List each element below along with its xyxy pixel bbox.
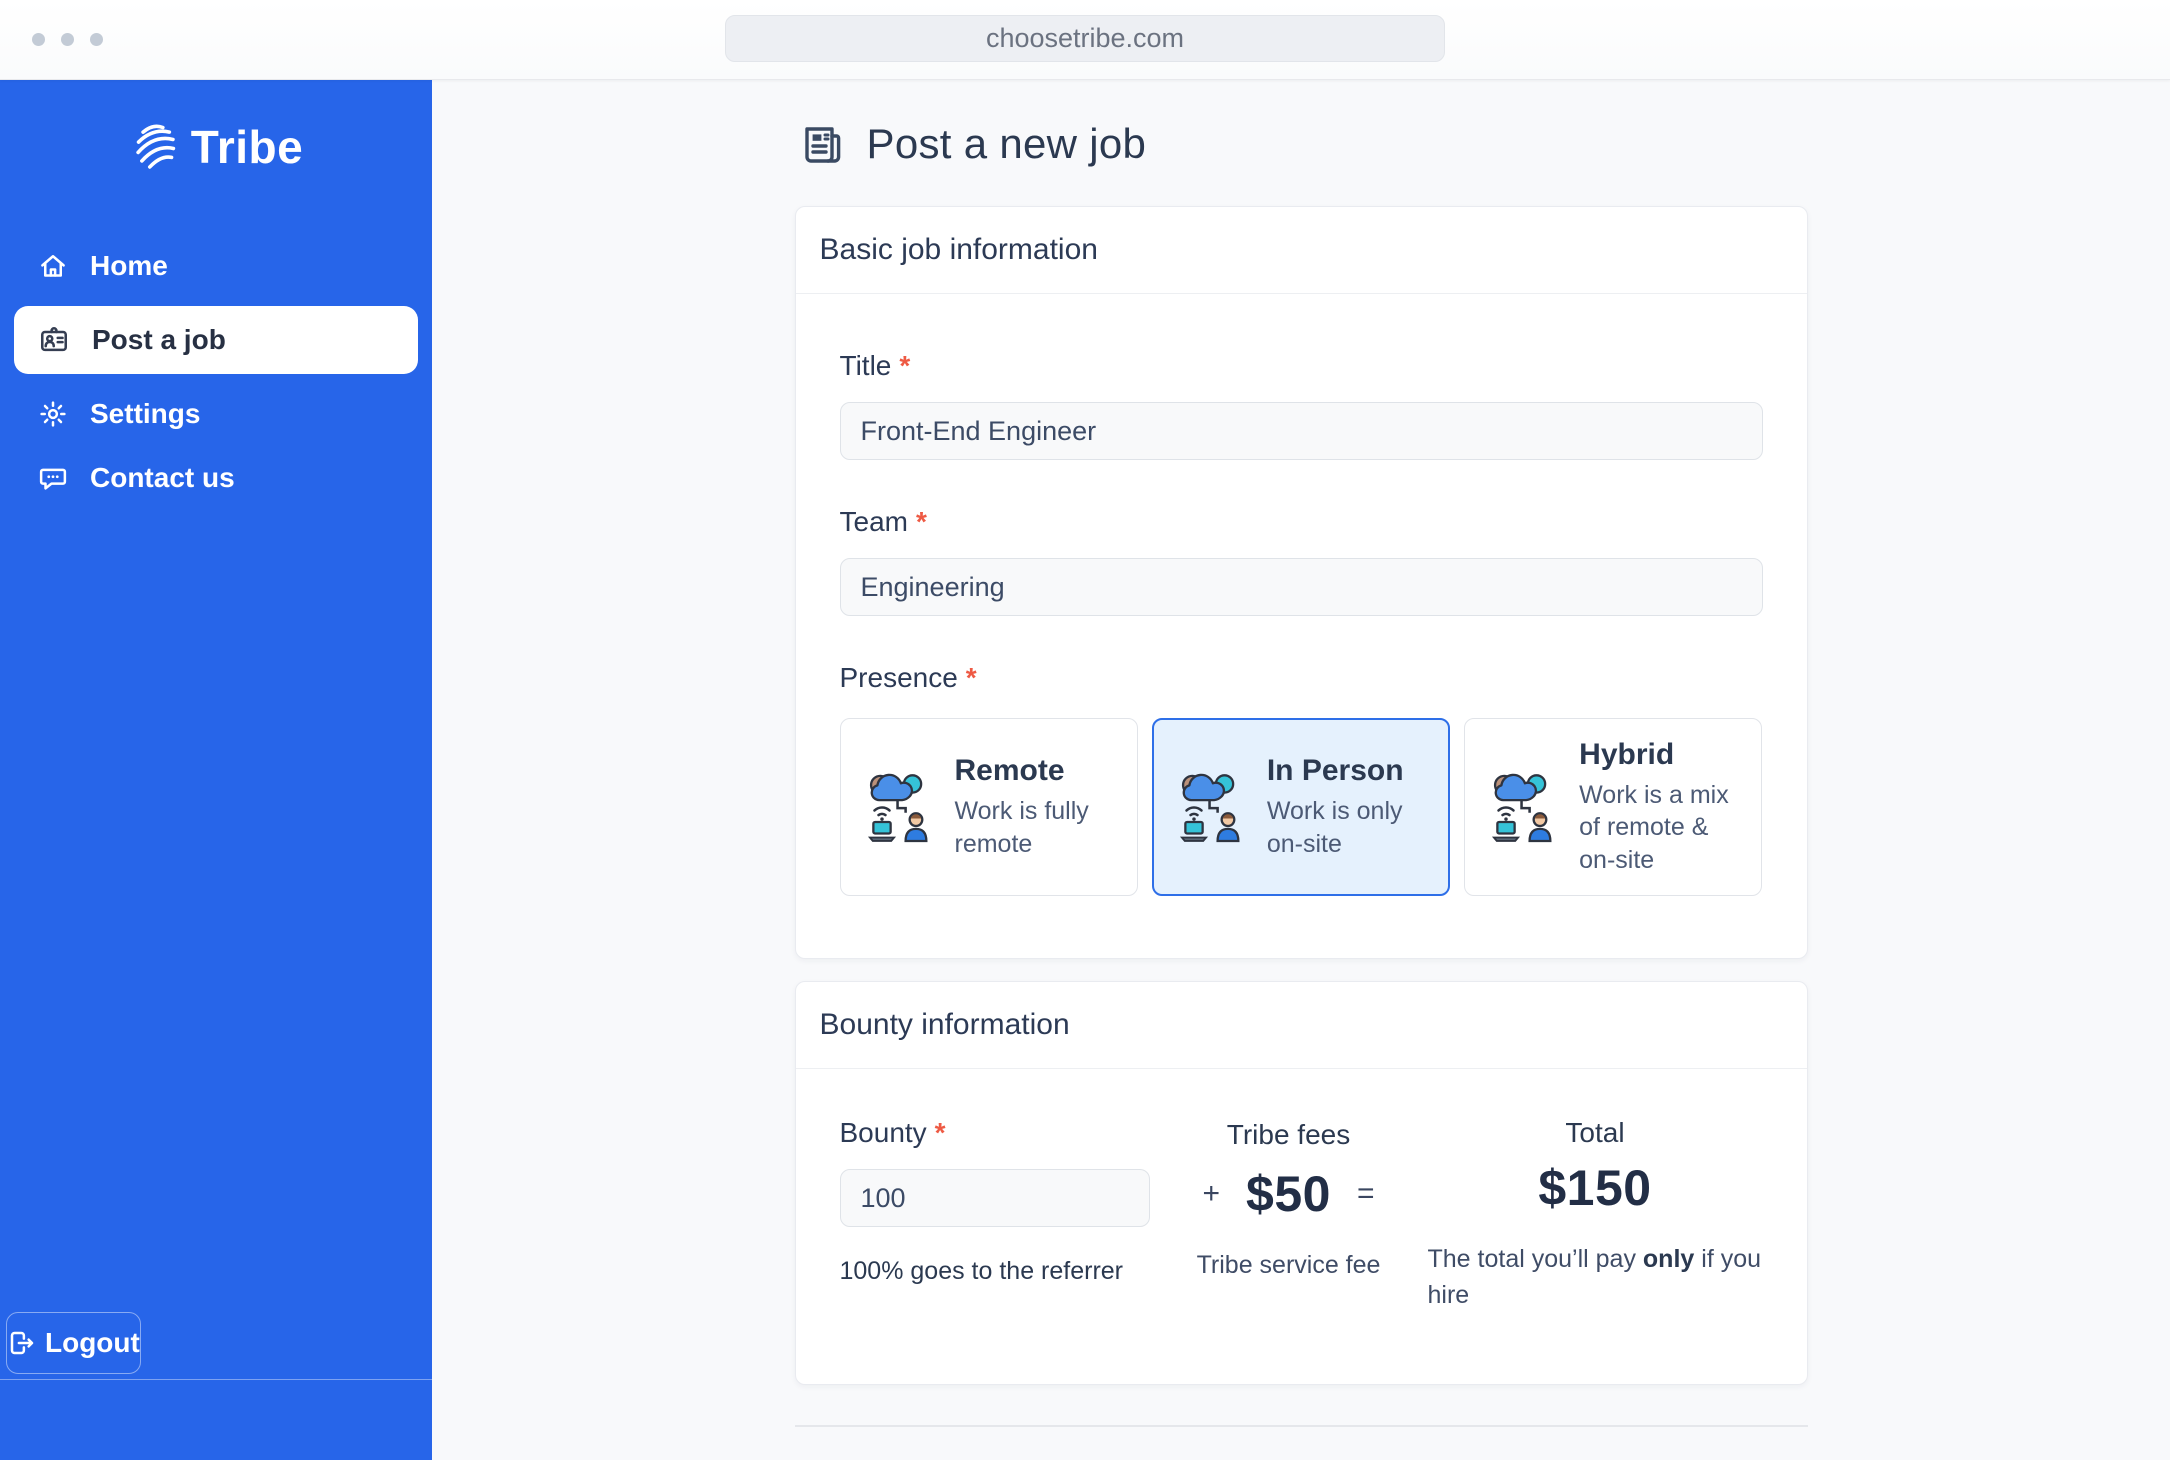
sidebar-item-contact-us[interactable]: Contact us bbox=[0, 446, 432, 510]
title-label: Title * bbox=[839, 350, 911, 381]
required-asterisk: * bbox=[899, 350, 911, 381]
required-asterisk: * bbox=[934, 1117, 946, 1148]
title-input[interactable] bbox=[839, 402, 1763, 460]
option-description: Work is fully remote bbox=[954, 797, 1089, 858]
chat-icon bbox=[39, 468, 67, 490]
total-label: Total bbox=[1565, 1117, 1625, 1148]
brand-name: Tribe bbox=[190, 121, 304, 173]
team-input[interactable] bbox=[839, 558, 1763, 616]
sidebar-item-label: Post a job bbox=[92, 324, 226, 355]
basic-job-information-card: Basic job information Title* Team* bbox=[794, 206, 1808, 959]
content-divider bbox=[794, 1424, 1808, 1427]
option-title: Hybrid bbox=[1579, 737, 1675, 771]
bounty-information-card: Bounty information Bounty* 100% goes to … bbox=[794, 981, 1808, 1385]
sidebar-item-settings[interactable]: Settings bbox=[0, 382, 432, 446]
option-description: Work is only on-site bbox=[1266, 797, 1403, 858]
window-control-dot[interactable] bbox=[32, 33, 45, 46]
presence-option-in-person[interactable]: In Person Work is only on-site bbox=[1151, 718, 1451, 896]
tribe-fees-column: Tribe fees + $50 = Tribe service fee bbox=[1197, 1117, 1381, 1314]
window-control-dot[interactable] bbox=[61, 33, 74, 46]
window-control-dot[interactable] bbox=[90, 33, 103, 46]
equals-sign: = bbox=[1356, 1177, 1375, 1210]
presence-label: Presence * bbox=[839, 662, 977, 693]
newspaper-icon bbox=[804, 127, 840, 163]
required-asterisk: * bbox=[915, 506, 927, 537]
team-field: Team * bbox=[839, 506, 1763, 616]
sidebar: Tribe Home bbox=[0, 80, 432, 1460]
logout-icon bbox=[10, 1331, 34, 1355]
sidebar-item-label: Settings bbox=[90, 398, 201, 429]
sidebar-item-label: Home bbox=[90, 250, 168, 281]
total-column: Total $150 The total you’ll pay only if … bbox=[1428, 1117, 1763, 1314]
title-field: Title * bbox=[839, 350, 1763, 460]
sidebar-divider bbox=[0, 1379, 432, 1380]
gear-icon bbox=[40, 401, 66, 427]
browser-titlebar: choosetribe.com bbox=[0, 0, 2170, 80]
remote-work-illustration-icon bbox=[1180, 773, 1240, 843]
tribe-swirl-icon bbox=[136, 124, 175, 169]
address-bar-url: choosetribe.com bbox=[985, 23, 1185, 53]
presence-option-remote[interactable]: Remote Work is fully remote bbox=[839, 718, 1138, 896]
card-title: Bounty information bbox=[795, 982, 1807, 1069]
brand-logo: Tribe bbox=[0, 112, 432, 182]
total-caption: The total you’ll pay only if you hire bbox=[1427, 1245, 1762, 1310]
fees-caption: Tribe service fee bbox=[1196, 1251, 1381, 1279]
window-controls bbox=[32, 33, 103, 46]
option-description: Work is a mix of remote & on-site bbox=[1579, 780, 1729, 874]
sidebar-item-post-a-job[interactable]: Post a job bbox=[14, 306, 418, 374]
home-icon bbox=[41, 255, 65, 277]
total-amount: $150 bbox=[1538, 1160, 1652, 1216]
fees-label: Tribe fees bbox=[1226, 1119, 1351, 1150]
option-title: In Person bbox=[1266, 754, 1404, 787]
address-bar[interactable]: choosetribe.com bbox=[725, 15, 1445, 62]
badge-icon bbox=[41, 327, 68, 352]
bounty-caption: 100% goes to the referrer bbox=[839, 1257, 1124, 1285]
bounty-input[interactable] bbox=[839, 1169, 1150, 1227]
sidebar-item-home[interactable]: Home bbox=[0, 234, 432, 298]
page-title: Post a new job bbox=[866, 120, 1147, 167]
logout-button[interactable]: Logout bbox=[6, 1312, 141, 1374]
presence-field: Presence * Remote Work is fully remote bbox=[839, 662, 1763, 896]
card-title: Basic job information bbox=[795, 207, 1807, 294]
bounty-field: Bounty* 100% goes to the referrer bbox=[839, 1117, 1150, 1314]
main-area: Post a new job Basic job information Tit… bbox=[432, 80, 2170, 1460]
presence-option-hybrid[interactable]: Hybrid Work is a mix of remote & on-site bbox=[1464, 718, 1763, 896]
team-label: Team * bbox=[839, 506, 927, 537]
fees-amount: $50 bbox=[1246, 1166, 1331, 1222]
option-title: Remote bbox=[954, 754, 1065, 787]
remote-work-illustration-icon bbox=[1492, 773, 1552, 843]
bounty-label: Bounty * bbox=[839, 1117, 946, 1148]
sidebar-item-label: Contact us bbox=[90, 462, 235, 493]
remote-work-illustration-icon bbox=[868, 773, 928, 843]
sidebar-nav: Home Post a job bbox=[0, 234, 432, 510]
required-asterisk: * bbox=[965, 662, 977, 693]
logout-label: Logout bbox=[45, 1327, 140, 1358]
plus-sign: + bbox=[1202, 1177, 1221, 1210]
